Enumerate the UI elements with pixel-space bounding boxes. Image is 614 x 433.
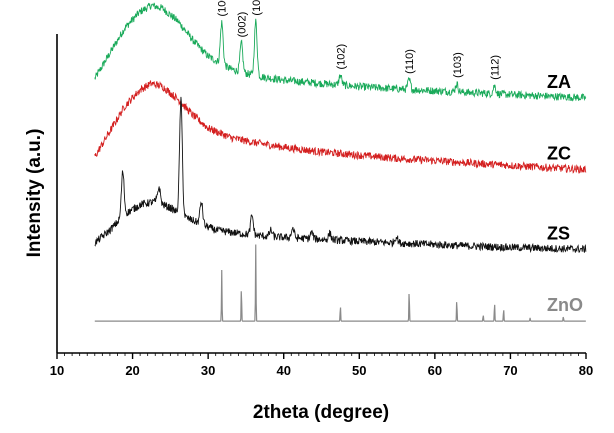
peak-label: (002) <box>236 12 248 38</box>
series-label-zs: ZS <box>547 223 570 243</box>
series-zno <box>94 244 586 322</box>
series-label-zno: ZnO <box>547 295 583 315</box>
x-tick-label: 70 <box>503 363 517 378</box>
x-tick-label: 20 <box>125 363 139 378</box>
x-tick-label: 30 <box>201 363 215 378</box>
plot-area: (100) (002)(101) (102) (110) (103) (112) <box>94 0 587 322</box>
series-label-za: ZA <box>547 72 571 92</box>
series-zc <box>94 80 587 174</box>
series-zs <box>94 96 587 254</box>
series-labels: ZA ZC ZS ZnO <box>547 72 583 315</box>
peak-label: (112) <box>490 55 502 80</box>
peak-label: (102) <box>335 44 347 70</box>
x-axis-ticks: 10 20 30 40 50 60 70 80 <box>50 353 593 378</box>
series-label-zc: ZC <box>547 144 571 164</box>
y-axis-title: Intensity (a.u.) <box>24 129 45 258</box>
peak-label: (110) <box>404 49 416 74</box>
x-axis-title: 2theta (degree) <box>253 402 389 423</box>
series-zs-line <box>94 96 587 254</box>
peak-label: (103) <box>452 52 464 78</box>
x-tick-label: 40 <box>276 363 290 378</box>
x-tick-label: 10 <box>50 363 64 378</box>
series-za-line <box>94 2 587 102</box>
peak-label: (101) <box>251 0 263 16</box>
x-tick-label: 50 <box>352 363 366 378</box>
x-tick-label: 80 <box>579 363 593 378</box>
series-za: (100) (002)(101) (102) (110) (103) (112) <box>94 0 587 102</box>
series-zno-line <box>94 244 586 322</box>
peak-label: (100) <box>217 0 229 17</box>
x-tick-label: 60 <box>428 363 442 378</box>
series-zc-line <box>94 80 587 174</box>
